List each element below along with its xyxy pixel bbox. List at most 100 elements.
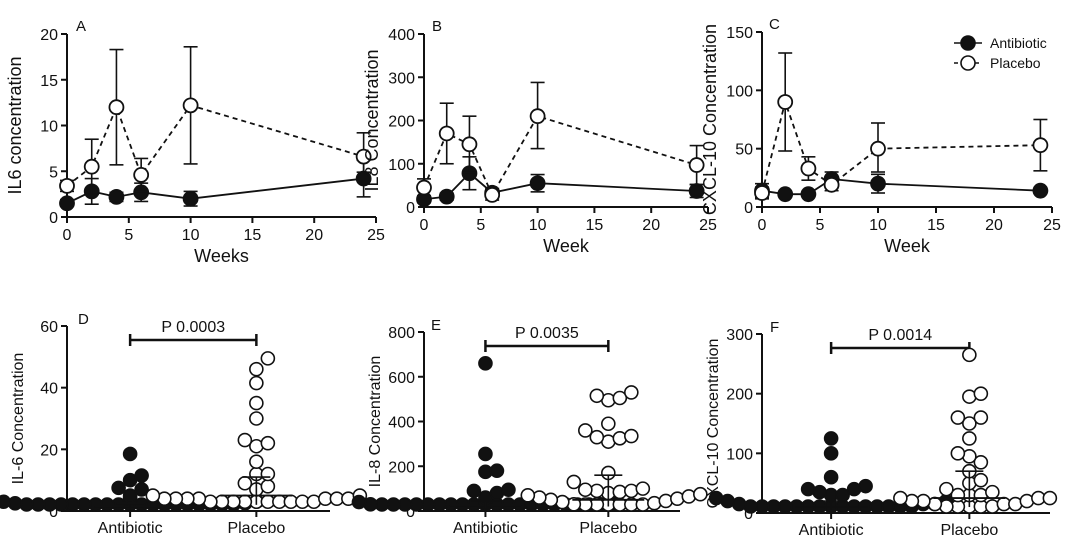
x-tick-label: 25 (699, 217, 717, 234)
y-tick-label: 400 (388, 27, 415, 44)
data-point (133, 167, 150, 183)
data-point (985, 484, 1000, 500)
y-tick-label: 200 (726, 387, 753, 404)
y-tick-label: 50 (735, 142, 753, 159)
data-point (973, 386, 989, 401)
data-point (708, 490, 724, 506)
series-line (761, 98, 1041, 194)
data-point (520, 488, 536, 503)
data-point (800, 160, 817, 177)
data-point (658, 493, 674, 509)
data-point (870, 175, 886, 192)
legend-label: Antibiotic (990, 35, 1047, 51)
y-tick-label: 0 (744, 506, 753, 523)
legend-label: Placebo (990, 55, 1041, 71)
x-tick-label: 0 (758, 217, 767, 234)
x-category-label: Antibiotic (453, 520, 518, 537)
data-point (532, 490, 547, 505)
y-tick-label: 200 (388, 114, 415, 131)
panel-label: B (432, 18, 442, 35)
x-tick-label: 10 (182, 227, 200, 244)
data-point (939, 481, 954, 497)
x-category-label: Placebo (940, 522, 998, 539)
y-tick-label: 10 (40, 119, 58, 136)
y-tick-label: 100 (726, 446, 753, 463)
data-point (461, 136, 478, 153)
data-point (612, 430, 628, 446)
data-point (478, 446, 493, 462)
data-point (962, 431, 977, 446)
x-tick-label: 20 (305, 227, 323, 244)
data-point (484, 186, 501, 203)
data-point (438, 125, 455, 142)
x-axis-label: Week (543, 236, 590, 256)
data-point (249, 361, 264, 377)
data-point (893, 490, 908, 506)
data-point (1042, 490, 1058, 506)
y-axis-label: IL-8 Concentration (367, 356, 384, 488)
data-point (260, 351, 276, 366)
x-axis-label: Weeks (194, 246, 249, 266)
data-point (438, 188, 455, 205)
x-category-label: Placebo (227, 520, 285, 537)
data-point (145, 488, 161, 503)
x-tick-label: 25 (1043, 217, 1061, 234)
chart-panel-b: B 0 100 200 300 400 IL8 Concentration 0 5 10 15 20 2… (362, 18, 717, 256)
x-tick-label: 25 (367, 227, 385, 244)
data-point (466, 483, 482, 499)
data-point (249, 454, 264, 469)
x-tick-label: 15 (244, 227, 262, 244)
p-value-label: P 0.0003 (161, 319, 225, 336)
data-point (681, 489, 697, 504)
x-tick-label: 0 (420, 217, 429, 234)
data-point (111, 480, 126, 496)
data-point (122, 488, 138, 503)
panel-label: E (431, 317, 441, 334)
chart-panel-d: D 0 20 40 60 IL-6 Concentration Antibiotic Plac… (0, 311, 368, 537)
data-point (260, 466, 276, 482)
chart-panel-a: A 0 5 10 15 20 IL6 concentration 0 5 10 15 20 25 Week… (5, 18, 385, 266)
data-point (237, 475, 253, 491)
data-point (635, 481, 651, 496)
x-tick-label: 15 (927, 217, 945, 234)
x-axis-label: Week (884, 236, 931, 256)
y-tick-label: 40 (40, 381, 58, 398)
data-point (950, 410, 966, 425)
x-tick-label: 5 (816, 217, 825, 234)
y-tick-label: 800 (388, 325, 415, 342)
x-category-label: Antibiotic (799, 522, 864, 539)
data-point (237, 432, 253, 448)
p-value-label: P 0.0035 (515, 325, 579, 342)
data-point (355, 148, 372, 165)
data-point (589, 388, 605, 404)
series-antibiotic (416, 156, 705, 208)
y-tick-label: 150 (726, 25, 753, 42)
x-tick-label: 20 (642, 217, 660, 234)
data-point (858, 478, 873, 494)
data-point (566, 474, 582, 490)
data-point (578, 482, 593, 498)
group-placebo (145, 351, 368, 510)
y-tick-label: 300 (726, 327, 753, 344)
legend: Antibiotic Placebo (954, 35, 1047, 71)
y-tick-label: 5 (49, 164, 58, 181)
x-tick-label: 10 (869, 217, 887, 234)
data-point (962, 416, 977, 431)
data-point (647, 495, 662, 511)
data-point (777, 186, 794, 203)
data-point (973, 454, 989, 470)
x-tick-label: 5 (124, 227, 133, 244)
data-point (754, 185, 770, 201)
data-point (962, 347, 977, 363)
data-point (0, 494, 11, 510)
series-placebo (59, 46, 372, 195)
data-point (501, 482, 516, 498)
data-point (1032, 137, 1049, 154)
data-point (1032, 182, 1049, 199)
data-point (108, 188, 125, 205)
y-axis-label: CXCL-10 Concentration (705, 339, 722, 509)
data-point (823, 176, 840, 193)
y-tick-label: 0 (406, 504, 415, 521)
